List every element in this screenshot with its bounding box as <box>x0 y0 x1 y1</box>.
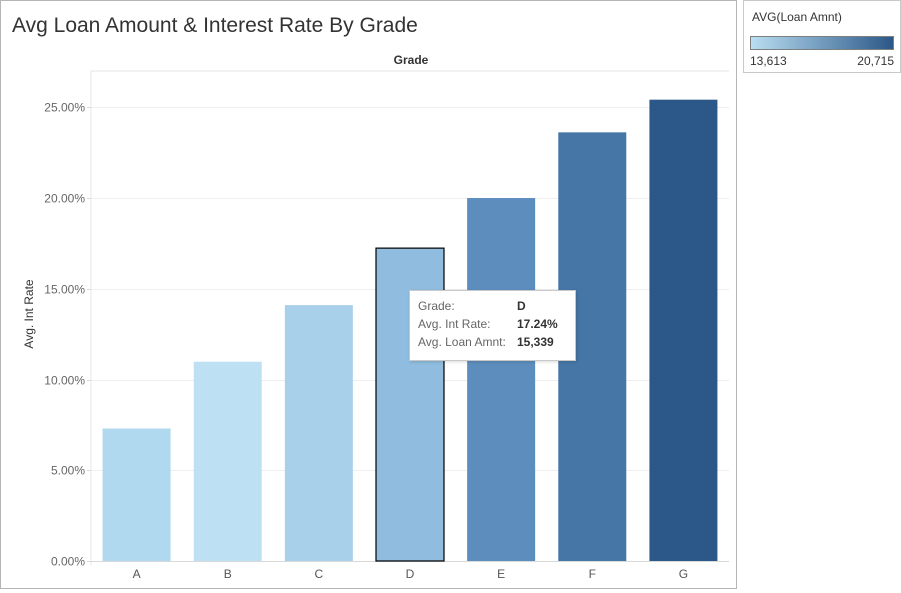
tooltip-label: Avg. Loan Amnt: <box>418 335 506 349</box>
tooltip-value: 17.24% <box>517 317 558 331</box>
y-tick-label: 15.00% <box>44 283 85 297</box>
y-tick-label: 0.00% <box>51 555 85 569</box>
tooltip-row-loan-amnt: Avg. Loan Amnt: 15,339 <box>418 333 575 351</box>
x-tick-label: B <box>224 567 232 581</box>
tooltip: Grade: D Avg. Int Rate: 17.24% Avg. Loan A… <box>409 290 576 361</box>
y-tick-label: 20.00% <box>44 192 85 206</box>
x-tick-label: E <box>497 567 505 581</box>
x-tick-label: G <box>679 567 688 581</box>
y-tick-label: 10.00% <box>44 374 85 388</box>
y-tick-label: 25.00% <box>44 101 85 115</box>
y-tick-label: 5.00% <box>51 464 85 478</box>
legend-color-ramp <box>750 36 894 50</box>
tooltip-row-int-rate: Avg. Int Rate: 17.24% <box>418 315 575 333</box>
bar-a <box>102 428 171 561</box>
tooltip-row-grade: Grade: D <box>418 297 575 315</box>
x-tick-label: F <box>589 567 596 581</box>
tooltip-value: 15,339 <box>517 335 554 349</box>
tooltip-label: Grade: <box>418 299 455 313</box>
color-legend[interactable]: AVG(Loan Amnt) 13,613 20,715 <box>743 0 901 73</box>
legend-title: AVG(Loan Amnt) <box>752 10 842 24</box>
x-tick-label: D <box>406 567 415 581</box>
tooltip-value: D <box>517 299 526 313</box>
x-tick-label: A <box>133 567 141 581</box>
legend-max-label: 20,715 <box>857 54 894 68</box>
column-header-grade: Grade <box>393 53 429 67</box>
bar-c <box>284 305 353 561</box>
bar-chart: 0.00% 5.00% 10.00% 15.00% 20.00% 25.00% A B C D E F… <box>44 70 729 581</box>
chart-title: Avg Loan Amount & Interest Rate By Grade <box>12 14 418 37</box>
worksheet-pane: Avg Loan Amount & Interest Rate By Grade… <box>0 0 737 589</box>
legend-min-label: 13,613 <box>750 54 787 68</box>
tooltip-label: Avg. Int Rate: <box>418 317 491 331</box>
bar-e <box>467 198 536 561</box>
x-tick-label: C <box>315 567 324 581</box>
bar-g <box>649 99 718 561</box>
bar-b <box>193 361 262 561</box>
